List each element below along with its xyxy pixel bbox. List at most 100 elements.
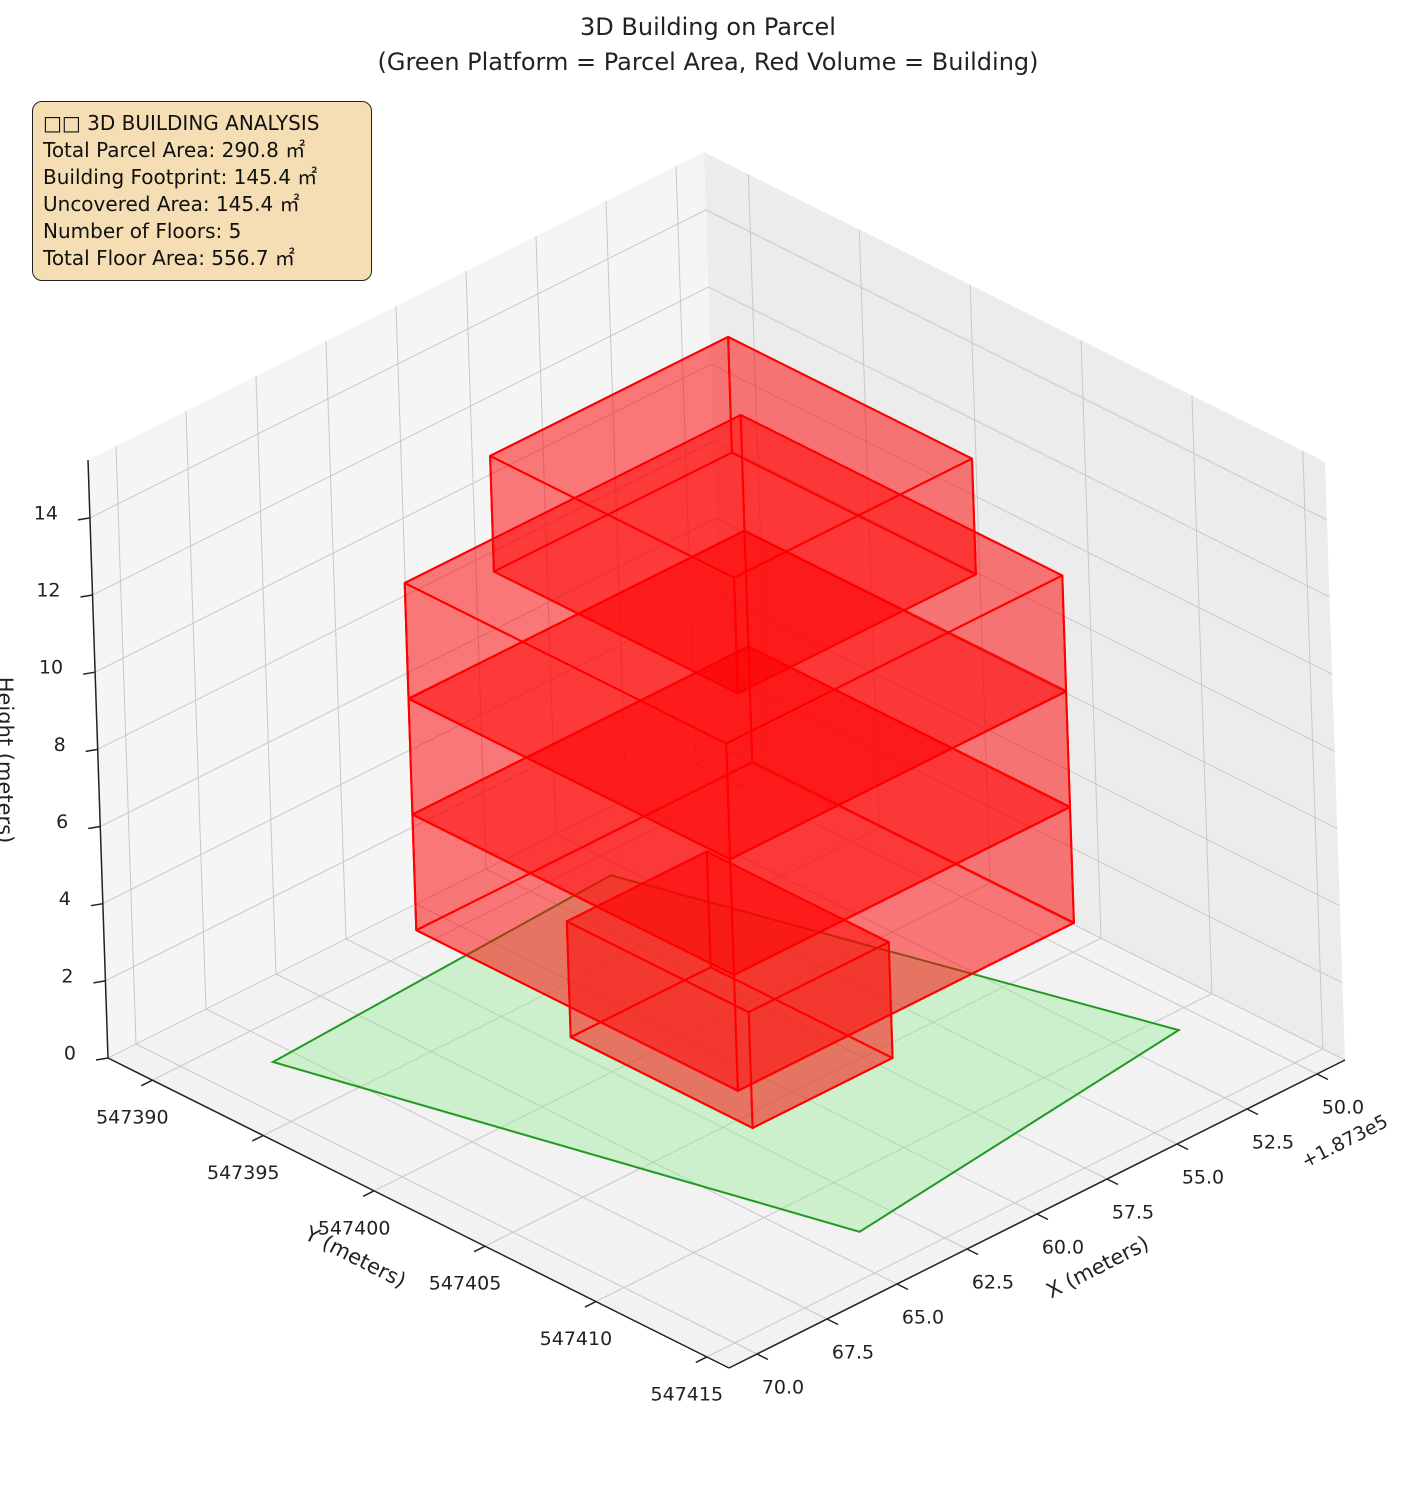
y-tick	[362, 1190, 375, 1198]
grid-line	[708, 286, 1330, 598]
z-tick-label: 0	[64, 1043, 76, 1065]
grid-line	[595, 993, 1213, 1303]
z-tick-label: 4	[59, 888, 71, 910]
x-tick	[1246, 1108, 1259, 1116]
x-offset-label: +1.873e5	[1298, 1110, 1392, 1172]
grid-line	[92, 286, 709, 596]
x-tick	[826, 1318, 839, 1326]
x-tick-label: 52.5	[1252, 1132, 1294, 1154]
grid-line	[718, 595, 1341, 907]
grid-line	[747, 174, 769, 773]
z-tick	[93, 980, 106, 984]
x-tick	[756, 1353, 769, 1361]
z-tick-label: 12	[36, 580, 60, 602]
y-axis-line	[107, 1057, 730, 1369]
z-tick	[90, 902, 103, 907]
z-tick	[95, 1057, 109, 1061]
grid-line	[535, 235, 557, 835]
x-tick-label: 65.0	[902, 1307, 944, 1329]
z-axis-label: Height (meters)	[0, 677, 17, 844]
grid-line	[89, 209, 707, 519]
y-tick-label: 547405	[429, 1273, 502, 1295]
building-face	[733, 457, 977, 695]
grid-line	[373, 882, 991, 1192]
grid-line	[1080, 340, 1102, 939]
z-tick-label: 8	[54, 734, 66, 756]
grid-line	[275, 973, 898, 1285]
info-title: □□ 3D BUILDING ANALYSIS	[43, 111, 320, 135]
info-line: Total Floor Area: 556.7 ㎡	[43, 246, 295, 270]
x-tick	[1036, 1213, 1049, 1221]
z-tick	[80, 594, 93, 598]
z-tick	[88, 825, 101, 830]
x-tick	[1106, 1178, 1119, 1186]
grid-line	[345, 938, 968, 1250]
grid-line	[695, 763, 1318, 1075]
grid-line	[1191, 395, 1213, 994]
info-line: Uncovered Area: 145.4 ㎡	[43, 192, 300, 216]
y-tick-label: 547390	[96, 1107, 169, 1129]
info-line: Total Parcel Area: 290.8 ㎡	[43, 138, 306, 162]
grid-line	[710, 363, 1333, 675]
z-tick-label: 14	[34, 502, 58, 524]
x-tick	[1176, 1143, 1189, 1151]
building-face	[403, 582, 732, 861]
x-tick-label: 70.0	[762, 1377, 804, 1399]
z-tick	[77, 517, 91, 521]
grid-line	[135, 1043, 758, 1355]
grid-line	[185, 410, 207, 1010]
y-tick	[584, 1300, 597, 1308]
z-tick-label: 10	[39, 657, 63, 679]
x-tick-label: 55.0	[1182, 1167, 1224, 1189]
x-tick-label: 67.5	[832, 1342, 874, 1364]
grid-line	[255, 375, 277, 975]
y-tick-label: 547415	[651, 1383, 724, 1405]
x-tick-label: 60.0	[1042, 1237, 1084, 1259]
parcel	[270, 874, 1182, 1233]
y-tick	[141, 1079, 153, 1087]
grid-line	[152, 771, 769, 1081]
x-tick	[966, 1248, 979, 1256]
grid-line	[205, 1008, 828, 1320]
grid-line	[263, 827, 880, 1136]
grid-line	[705, 209, 1328, 521]
y-tick-label: 547395	[207, 1162, 280, 1184]
info-line: Number of Floors: 5	[43, 219, 242, 243]
info-box: □□ 3D BUILDING ANALYSIS Total Parcel Are…	[32, 101, 372, 281]
chart-title: 3D Building on Parcel	[580, 13, 836, 41]
x-tick-label: 62.5	[972, 1272, 1014, 1294]
y-tick-label: 547410	[540, 1328, 613, 1350]
grid-line	[713, 440, 1335, 752]
grid-line	[723, 749, 1346, 1061]
grid-line	[115, 445, 137, 1045]
grid-line	[969, 284, 991, 883]
chart-subtitle: (Green Platform = Parcel Area, Red Volum…	[377, 48, 1038, 76]
z-tick-label: 2	[61, 965, 73, 987]
grid-line	[94, 363, 712, 673]
grid-line	[555, 833, 1178, 1145]
grid-line	[484, 937, 1102, 1247]
y-tick	[251, 1134, 264, 1142]
grid-line	[721, 672, 1343, 984]
grid-line	[465, 270, 487, 870]
y-tick	[473, 1245, 486, 1253]
x-tick-label: 57.5	[1112, 1202, 1154, 1224]
grid-line	[485, 868, 1108, 1180]
building-face	[747, 941, 894, 1129]
z-axis-line	[87, 459, 109, 1059]
grid-line	[716, 518, 1338, 829]
x-tick	[1316, 1073, 1329, 1081]
grid-line	[1302, 450, 1324, 1049]
y-tick-label: 547400	[318, 1217, 391, 1239]
grid-line	[415, 903, 1038, 1215]
y-tick	[695, 1356, 708, 1364]
z-tick	[82, 671, 96, 675]
z-tick-label: 6	[56, 811, 68, 833]
grid-line	[325, 340, 347, 940]
x-tick	[896, 1283, 909, 1291]
info-line: Building Footprint: 145.4 ㎡	[43, 165, 318, 189]
grid-line	[858, 229, 880, 828]
grid-line	[605, 200, 627, 800]
